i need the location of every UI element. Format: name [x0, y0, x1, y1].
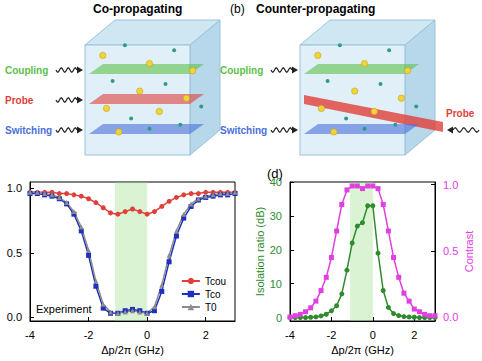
svg-text:Experiment: Experiment — [36, 303, 92, 315]
svg-text:0: 0 — [276, 312, 282, 324]
svg-text:Coupling: Coupling — [220, 65, 263, 76]
svg-text:(d): (d) — [267, 166, 283, 181]
svg-text:Tcou: Tcou — [205, 276, 226, 287]
svg-text:1.0: 1.0 — [443, 179, 458, 191]
svg-text:-2: -2 — [327, 329, 337, 341]
svg-text:2: 2 — [411, 329, 417, 341]
svg-text:(b): (b) — [230, 2, 245, 16]
svg-text:20: 20 — [270, 244, 282, 256]
svg-text:Coupling: Coupling — [5, 65, 48, 76]
svg-text:Δp/2π (GHz): Δp/2π (GHz) — [331, 344, 394, 356]
svg-text:Probe: Probe — [5, 95, 34, 106]
svg-text:-4: -4 — [25, 329, 35, 341]
svg-text:0.5: 0.5 — [7, 247, 22, 259]
svg-text:T0: T0 — [205, 302, 217, 313]
svg-text:-2: -2 — [84, 329, 94, 341]
svg-text:Δp/2π (GHz): Δp/2π (GHz) — [101, 344, 164, 356]
svg-text:Co-propagating: Co-propagating — [93, 2, 182, 16]
svg-text:30: 30 — [270, 210, 282, 222]
svg-text:40: 40 — [269, 176, 282, 188]
svg-text:0: 0 — [144, 329, 150, 341]
svg-text:Isolation ratio (dB): Isolation ratio (dB) — [254, 207, 266, 296]
svg-text:Switching: Switching — [5, 125, 52, 136]
svg-text:1.0: 1.0 — [7, 182, 22, 194]
svg-text:0.5: 0.5 — [443, 245, 458, 257]
svg-text:Switching: Switching — [220, 125, 267, 136]
svg-text:0.0: 0.0 — [7, 311, 22, 323]
svg-text:0: 0 — [370, 329, 376, 341]
svg-text:Tco: Tco — [205, 289, 221, 300]
svg-text:10: 10 — [270, 278, 282, 290]
svg-text:-4: -4 — [285, 329, 295, 341]
svg-text:Probe: Probe — [446, 108, 475, 119]
svg-text:0.0: 0.0 — [443, 311, 458, 323]
svg-text:2: 2 — [203, 329, 209, 341]
svg-text:Counter-propagating: Counter-propagating — [256, 2, 375, 16]
svg-text:Contrast: Contrast — [463, 231, 475, 273]
